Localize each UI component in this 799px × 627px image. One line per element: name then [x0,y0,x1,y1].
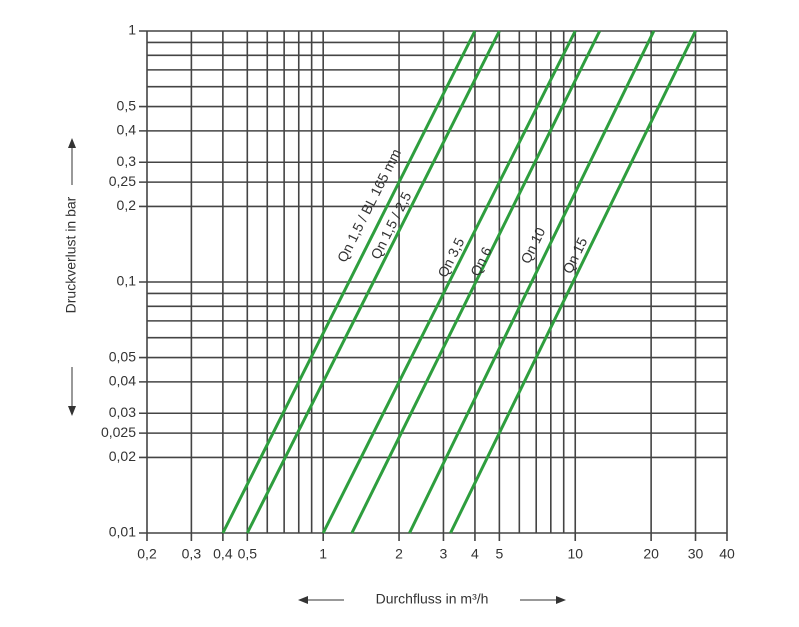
y-tick-label: 0,02 [109,448,136,464]
arrow-head [68,406,76,416]
y-tick-label: 0,5 [117,97,137,113]
arrow-head [68,138,76,148]
arrow-head [556,596,566,604]
curve [221,30,477,534]
x-tick-label: 4 [471,546,479,562]
x-tick-label: 2 [395,546,403,562]
curve [245,30,501,534]
y-tick-label: 0,01 [109,524,136,540]
x-tick-label: 0,3 [182,546,202,562]
y-tick-label: 0,025 [101,424,136,440]
y-tick-label: 1 [128,22,136,38]
y-tick-label: 0,1 [117,273,137,289]
curve [449,30,697,534]
curve [408,30,656,534]
x-tick-label: 0,5 [238,546,258,562]
x-tick-label: 0,4 [213,546,233,562]
x-tick-label: 20 [643,546,659,562]
y-tick-label: 0,2 [117,197,137,213]
y-tick-label: 0,25 [109,173,136,189]
x-tick-label: 10 [567,546,583,562]
y-tick-label: 0,05 [109,348,136,364]
arrow-head [298,596,308,604]
x-tick-label: 40 [719,546,735,562]
x-axis-title: Durchfluss in m³/h [376,591,489,607]
y-axis-title: Druckverlust in bar [63,196,79,313]
x-tick-label: 3 [440,546,448,562]
y-tick-label: 0,04 [109,373,136,389]
curve [321,30,577,534]
curves [221,30,697,534]
x-tick-label: 0,2 [137,546,157,562]
curve [350,30,602,534]
x-tick-label: 1 [319,546,327,562]
y-tick-label: 0,03 [109,404,136,420]
y-tick-label: 0,4 [117,122,137,138]
grid [139,30,728,541]
x-tick-label: 5 [495,546,503,562]
x-tick-label: 30 [688,546,704,562]
y-tick-label: 0,3 [117,153,137,169]
